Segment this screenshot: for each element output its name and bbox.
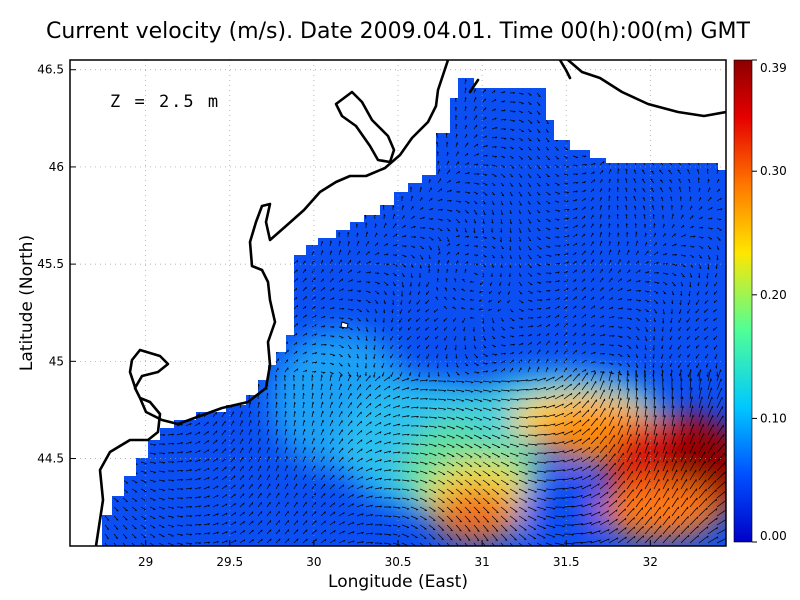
y-axis: 44.5 45 45.5 46 46.5 [37,63,76,466]
map-title: Current velocity (m/s). Date 2009.04.01.… [46,19,751,44]
x-tick-label: 30.5 [385,555,412,569]
island [340,321,349,329]
colorbar-tick-label: 0.00 [760,529,787,543]
colorbar-tick-label: 0.39 [760,61,787,75]
y-tick-label: 46.5 [37,63,64,77]
colorbar-gradient [734,60,752,542]
x-tick-label: 32 [643,555,658,569]
x-axis-label: Longitude (East) [328,572,468,592]
y-tick-label: 45 [49,354,64,368]
y-tick-label: 44.5 [37,452,64,466]
coastline [94,60,726,546]
depth-annotation: Z = 2.5 m [110,92,220,112]
x-tick-label: 30 [306,555,321,569]
y-axis-label: Latitude (North) [17,235,37,371]
x-tick-label: 29 [138,555,153,569]
x-tick-label: 31 [474,555,489,569]
speed-blobs [270,330,726,546]
blob-blue-hole [520,472,600,546]
x-tick-label: 31.5 [553,555,580,569]
colorbar-frame [733,59,753,543]
coastline-north-gulf [468,78,480,94]
coastline-main [94,60,450,546]
colorbar-tick-label: 0.30 [760,164,787,178]
coastline-lake [334,90,396,164]
blob-orange-sw [435,487,515,543]
x-tick-label: 29.5 [216,555,243,569]
y-tick-label: 45.5 [37,257,64,271]
grid-lines [70,60,726,546]
colorbar: 0.00 0.10 0.20 0.30 0.39 [733,59,787,543]
colorbar-tick-label: 0.20 [760,288,787,302]
colorbar-ticks: 0.00 0.10 0.20 0.30 0.39 [752,59,787,543]
y-tick-label: 46 [49,160,64,174]
x-axis: 29 29.5 30 30.5 31 31.5 32 [138,540,658,569]
colorbar-tick-label: 0.10 [760,411,787,425]
coastline-small-river [558,60,572,80]
coastline-northeast [566,60,726,118]
